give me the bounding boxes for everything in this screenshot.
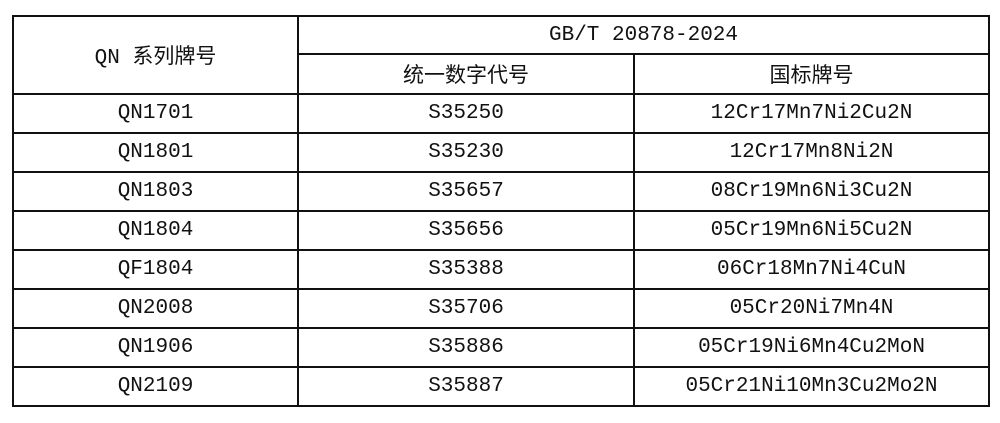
table-row: QN1801 S35230 12Cr17Mn8Ni2N — [12, 132, 990, 173]
cell-code: S35250 — [297, 93, 635, 134]
cell-code: S35886 — [297, 327, 635, 368]
table-row: QN1804 S35656 05Cr19Mn6Ni5Cu2N — [12, 210, 990, 251]
cell-grade: 12Cr17Mn8Ni2N — [633, 132, 990, 173]
cell-code: S35388 — [297, 249, 635, 290]
cell-code: S35230 — [297, 132, 635, 173]
grade-table: QN 系列牌号 GB/T 20878-2024 统一数字代号 国标牌号 QN17… — [12, 15, 990, 407]
cell-code: S35706 — [297, 288, 635, 329]
cell-grade: 12Cr17Mn7Ni2Cu2N — [633, 93, 990, 134]
cell-grade: 08Cr19Mn6Ni3Cu2N — [633, 171, 990, 212]
cell-grade: 05Cr19Ni6Mn4Cu2MoN — [633, 327, 990, 368]
header-standard: GB/T 20878-2024 — [297, 15, 990, 55]
table-row: QN2109 S35887 05Cr21Ni10Mn3Cu2Mo2N — [12, 366, 990, 407]
cell-qn: QN2109 — [12, 366, 299, 407]
cell-qn: QN2008 — [12, 288, 299, 329]
cell-qn: QN1701 — [12, 93, 299, 134]
cell-qn: QN1804 — [12, 210, 299, 251]
table-row: QN1701 S35250 12Cr17Mn7Ni2Cu2N — [12, 93, 990, 134]
table-row: QN1906 S35886 05Cr19Ni6Mn4Cu2MoN — [12, 327, 990, 368]
header-subrow: 统一数字代号 国标牌号 — [13, 53, 990, 95]
cell-grade: 05Cr21Ni10Mn3Cu2Mo2N — [633, 366, 990, 407]
table-row: QN1803 S35657 08Cr19Mn6Ni3Cu2N — [12, 171, 990, 212]
header-national-grade: 国标牌号 — [633, 53, 990, 95]
cell-code: S35656 — [297, 210, 635, 251]
header-series: QN 系列牌号 — [12, 15, 299, 95]
cell-qn: QN1906 — [12, 327, 299, 368]
cell-qn: QN1803 — [12, 171, 299, 212]
table-row: QN2008 S35706 05Cr20Ni7Mn4N — [12, 288, 990, 329]
table-row: QF1804 S35388 06Cr18Mn7Ni4CuN — [12, 249, 990, 290]
cell-code: S35657 — [297, 171, 635, 212]
cell-qn: QF1804 — [12, 249, 299, 290]
header-unified-code: 统一数字代号 — [297, 53, 635, 95]
cell-grade: 05Cr19Mn6Ni5Cu2N — [633, 210, 990, 251]
cell-grade: 05Cr20Ni7Mn4N — [633, 288, 990, 329]
cell-qn: QN1801 — [12, 132, 299, 173]
cell-grade: 06Cr18Mn7Ni4CuN — [633, 249, 990, 290]
header-row: QN 系列牌号 GB/T 20878-2024 — [12, 15, 990, 95]
cell-code: S35887 — [297, 366, 635, 407]
